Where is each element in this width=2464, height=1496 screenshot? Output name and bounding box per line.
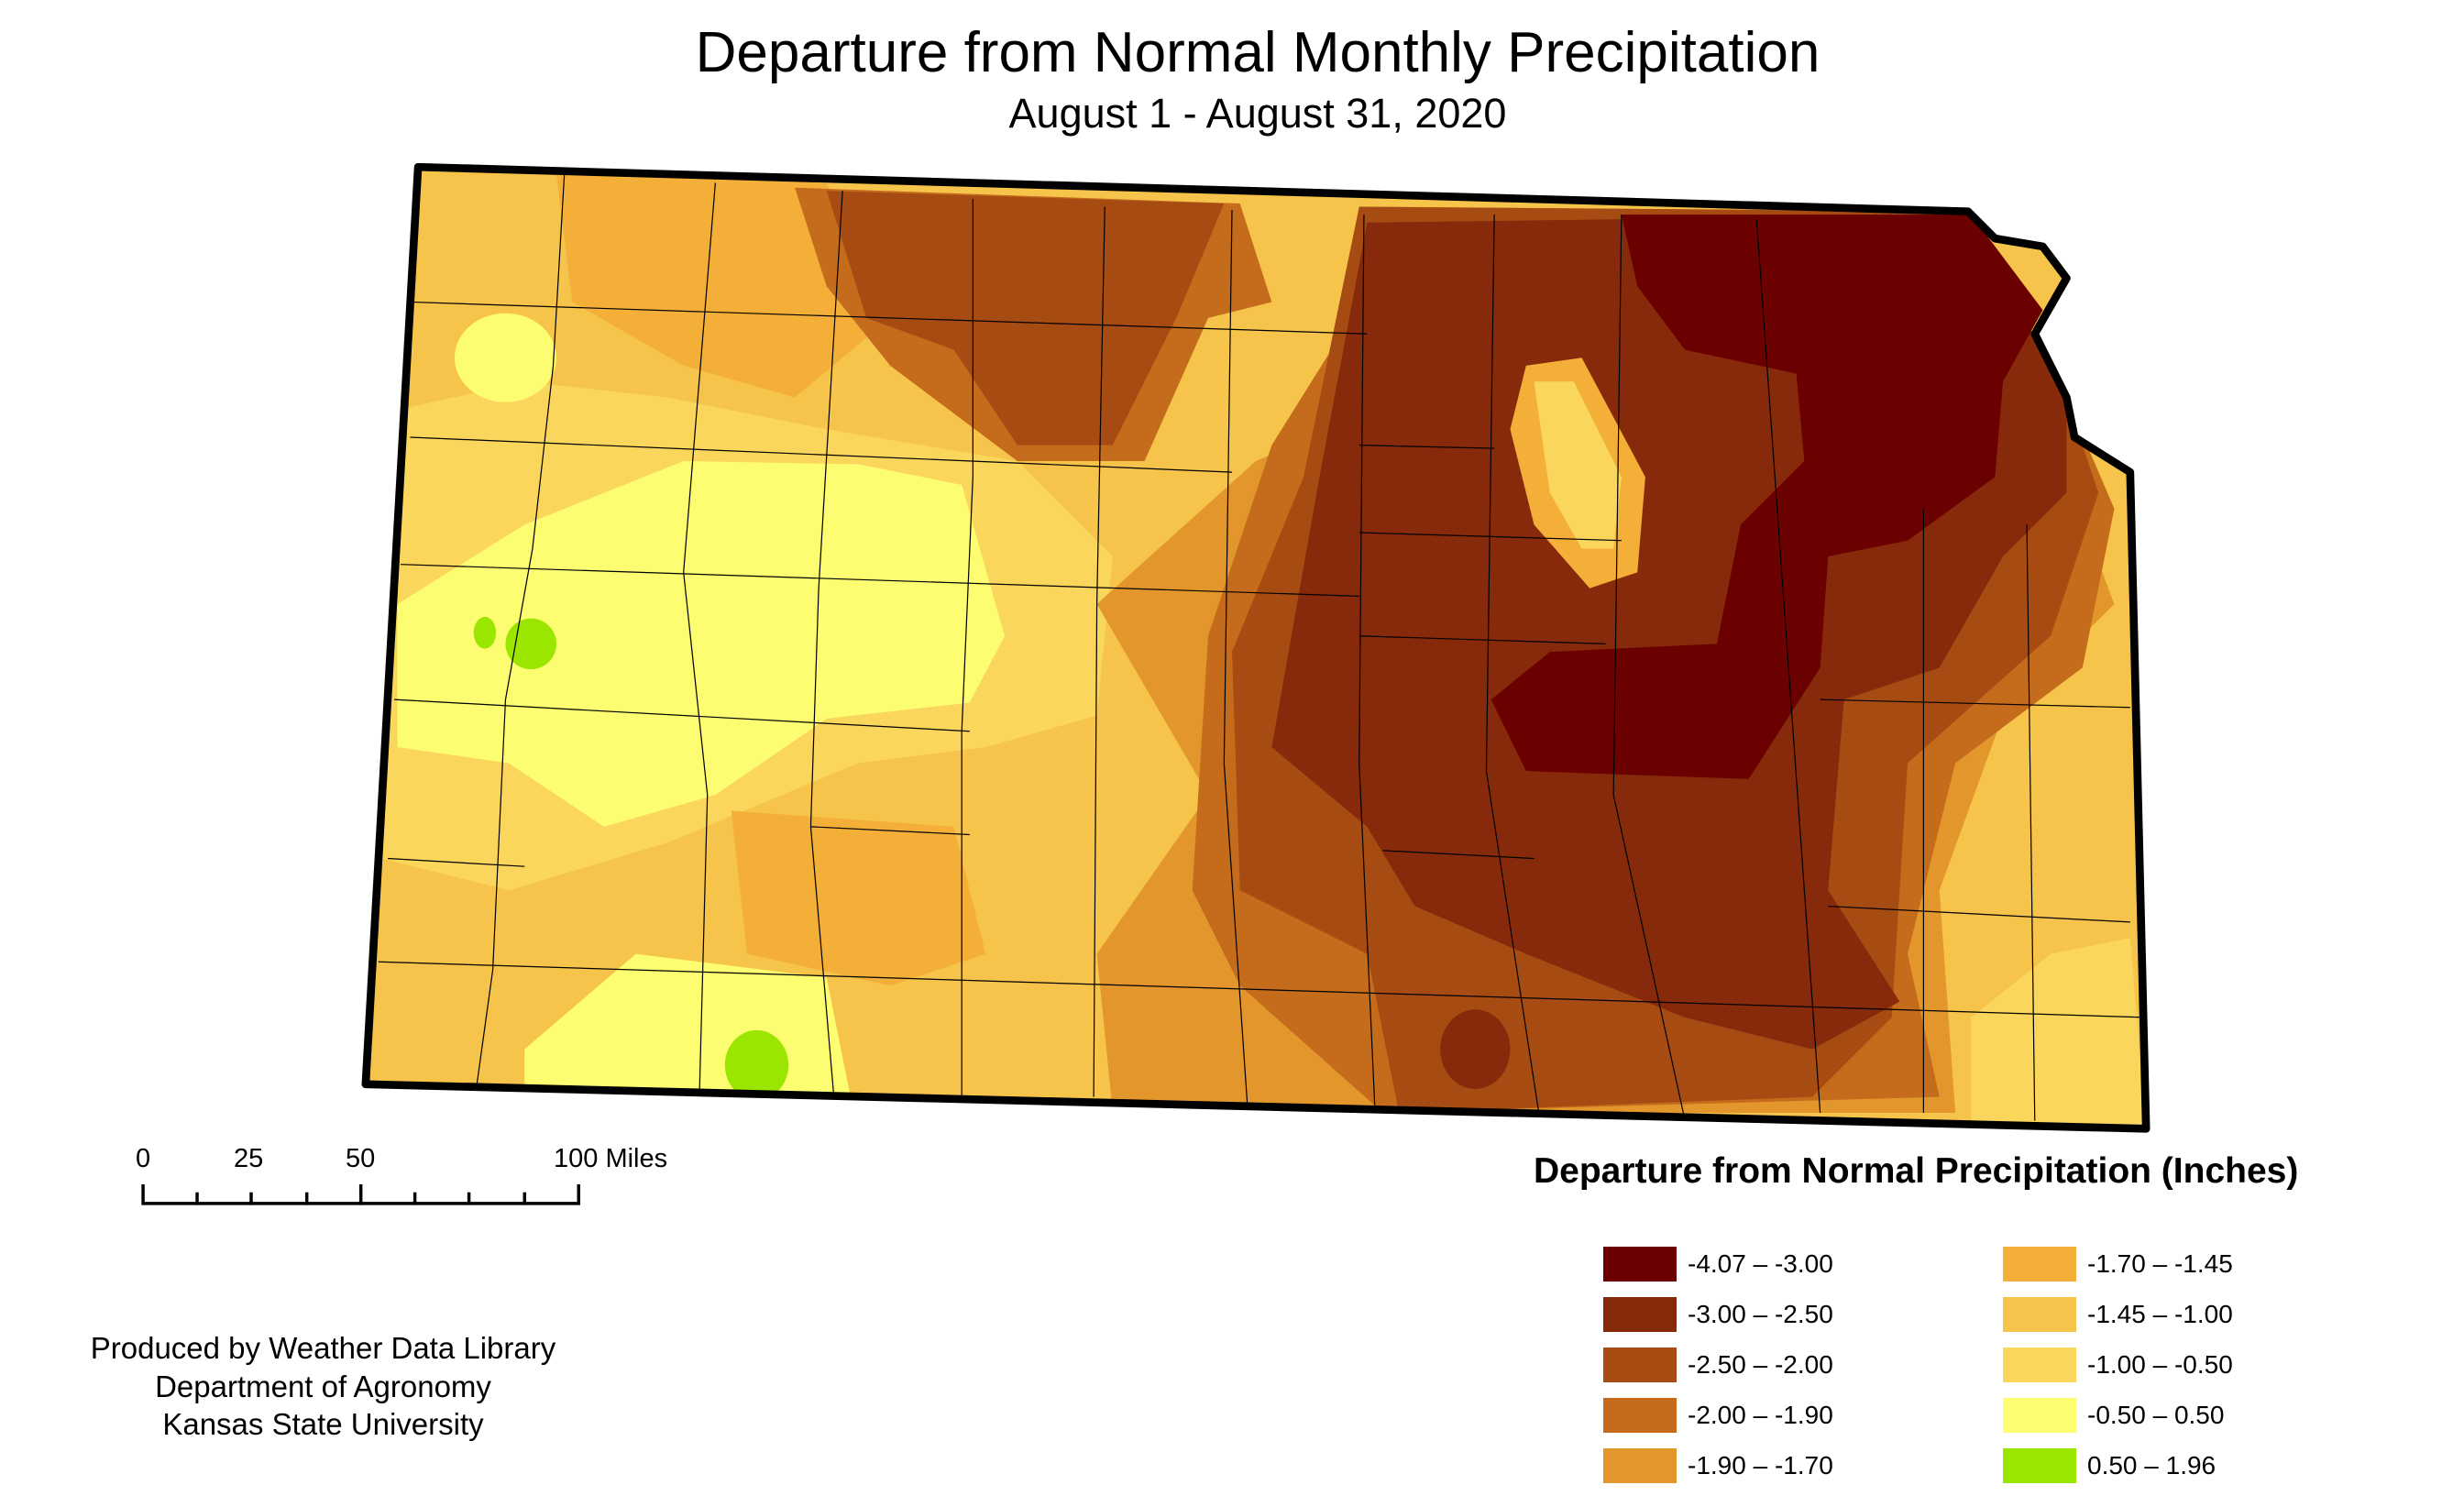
credit-line-2: Department of Agronomy [155, 1370, 491, 1403]
legend-swatch [1603, 1448, 1677, 1483]
legend-swatch [1603, 1247, 1677, 1282]
scale-bar [141, 1184, 580, 1205]
legend-swatch [2003, 1398, 2076, 1433]
region-green-west-small [473, 616, 497, 649]
scale-label-50: 50 [346, 1144, 376, 1173]
state-outline [361, 162, 2150, 1133]
region-brown-south-spot [1440, 1009, 1511, 1089]
legend-swatch [2003, 1247, 2076, 1282]
legend-label: 0.50 – 1.96 [2087, 1451, 2216, 1480]
region-green-southwest [724, 1029, 789, 1101]
credit-line-1: Produced by Weather Data Library [90, 1331, 556, 1365]
region-darkest [1490, 214, 2043, 779]
scale-label-0: 0 [136, 1144, 151, 1173]
legend-swatch [1603, 1297, 1677, 1332]
legend-title: Departure from Normal Precipitation (Inc… [1534, 1151, 2299, 1191]
legend-swatch [1603, 1398, 1677, 1433]
region-brown-north-dark [826, 191, 1225, 446]
legend-label: -2.50 – -2.00 [1688, 1350, 1833, 1379]
legend-label: -1.70 – -1.45 [2087, 1249, 2233, 1278]
region-light-southeast [1971, 938, 2147, 1129]
region-yellow-west [397, 460, 1006, 827]
credit-line-3: Kansas State University [162, 1407, 484, 1441]
region-yellow-streak-inner [1534, 381, 1622, 549]
legend-label: -2.00 – -1.90 [1688, 1401, 1833, 1429]
legend-label: -3.00 – -2.50 [1688, 1300, 1833, 1328]
legend-label: -1.45 – -1.00 [2087, 1300, 2233, 1328]
legend-swatch [2003, 1297, 2076, 1332]
county-lines [378, 174, 2147, 1121]
region-orange-north [556, 174, 891, 398]
legend-label: -0.50 – 0.50 [2087, 1401, 2225, 1429]
map-title: Departure from Normal Monthly Precipitat… [695, 21, 1820, 84]
region-yellow-northwest [454, 313, 556, 402]
region-green-west [505, 618, 556, 670]
legend-label: -4.07 – -3.00 [1688, 1249, 1833, 1278]
legend-label: -1.00 – -0.50 [2087, 1350, 2233, 1379]
region-orange-south [731, 810, 986, 986]
map-subtitle: August 1 - August 31, 2020 [1008, 90, 1507, 137]
scale-label-25: 25 [234, 1144, 264, 1173]
legend-label: -1.90 – -1.70 [1688, 1451, 1833, 1480]
legend-swatch [2003, 1448, 2076, 1483]
scale-label-100: 100 Miles [554, 1144, 668, 1173]
legend-swatch [2003, 1348, 2076, 1382]
legend-swatch [1603, 1348, 1677, 1382]
